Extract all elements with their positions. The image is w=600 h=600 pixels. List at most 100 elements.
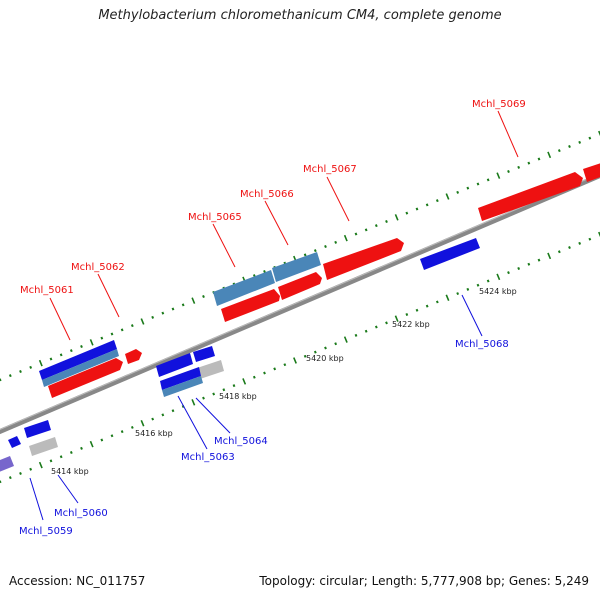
minor-tick: [385, 220, 388, 223]
minor-tick: [507, 170, 510, 173]
minor-tick: [80, 345, 83, 348]
minor-tick: [100, 336, 104, 340]
major-tick: [140, 419, 145, 427]
gene-label[interactable]: Mchl_5059: [19, 526, 73, 537]
minor-tick: [222, 388, 226, 392]
minor-tick: [466, 287, 470, 291]
minor-tick: [100, 438, 104, 442]
minor-tick: [151, 417, 155, 421]
tick-label: 5414 kbp: [51, 467, 89, 476]
accession-text: Accession: NC_011757: [9, 574, 146, 588]
gene-label[interactable]: Mchl_5063: [181, 452, 235, 463]
minor-tick: [110, 434, 114, 438]
gene-bar-reverse[interactable]: [193, 346, 215, 362]
gene-bar-forward[interactable]: [48, 358, 123, 398]
minor-tick: [364, 329, 368, 333]
minor-tick: [8, 374, 12, 378]
minor-tick: [537, 258, 541, 262]
minor-tick: [364, 228, 368, 232]
minor-tick: [120, 328, 124, 332]
minor-tick: [527, 161, 531, 165]
gene-bar-forward[interactable]: [278, 272, 322, 300]
gene-bar-reverse[interactable]: [156, 353, 193, 377]
major-tick: [242, 378, 247, 385]
major-tick: [293, 357, 297, 364]
gene-label[interactable]: Mchl_5066: [240, 189, 294, 200]
gene-bar-steel[interactable]: [162, 376, 203, 397]
major-tick: [445, 294, 450, 302]
gene-label[interactable]: Mchl_5068: [455, 339, 509, 350]
major-tick: [496, 273, 501, 281]
minor-tick: [212, 392, 216, 396]
minor-tick: [374, 325, 378, 329]
gene-label[interactable]: Mchl_5064: [214, 436, 268, 447]
major-tick: [89, 339, 94, 346]
minor-tick: [120, 430, 124, 434]
gene-bar-forward[interactable]: [478, 172, 583, 221]
gene-label[interactable]: Mchl_5062: [71, 262, 125, 273]
gene-label[interactable]: Mchl_5069: [472, 99, 526, 110]
gene-label[interactable]: Mchl_5060: [54, 508, 108, 519]
gene-bar-reverse[interactable]: [8, 436, 21, 448]
minor-tick: [527, 262, 531, 266]
minor-tick: [69, 451, 73, 455]
minor-tick: [313, 350, 317, 354]
minor-tick: [588, 136, 592, 140]
gene-bar-gray[interactable]: [197, 360, 224, 379]
minor-tick: [517, 165, 521, 169]
minor-tick: [435, 199, 439, 203]
tick-label: 5422 kbp: [392, 320, 430, 329]
major-tick: [38, 359, 43, 367]
major-tick: [547, 252, 552, 260]
minor-tick: [59, 353, 63, 357]
gene-bar-reverse[interactable]: [39, 340, 117, 380]
minor-tick: [283, 363, 287, 367]
minor-tick: [425, 304, 429, 308]
gene-bar-steel[interactable]: [42, 349, 119, 387]
minor-tick: [425, 203, 429, 207]
minor-tick: [130, 425, 134, 429]
gene-label[interactable]: Mchl_5067: [303, 164, 357, 175]
gene-label[interactable]: Mchl_5061: [20, 285, 74, 296]
minor-tick: [334, 240, 338, 244]
gene-label[interactable]: Mchl_5065: [188, 212, 242, 223]
map-title: Methylobacterium chloromethanicum CM4, c…: [98, 8, 502, 23]
gene-bar-reverse[interactable]: [24, 420, 51, 438]
minor-tick: [578, 140, 582, 144]
major-tick: [343, 234, 348, 242]
gene-bar-forward[interactable]: [323, 238, 404, 280]
minor-tick: [324, 245, 327, 248]
minor-tick: [0, 378, 2, 382]
gene-bar-reverse[interactable]: [160, 367, 201, 390]
major-tick: [343, 336, 348, 343]
minor-tick: [273, 367, 277, 371]
major-tick: [89, 440, 94, 448]
reverse-tick-track: [0, 231, 600, 484]
minor-tick: [466, 186, 470, 190]
minor-tick: [171, 409, 175, 413]
gene-bar-reverse[interactable]: [0, 456, 14, 472]
minor-tick: [80, 446, 83, 450]
gene-bar-reverse[interactable]: [420, 238, 480, 270]
gene-bar-forward[interactable]: [583, 160, 600, 182]
minor-tick: [405, 211, 409, 215]
minor-tick: [232, 384, 236, 388]
minor-tick: [415, 207, 419, 211]
minor-tick: [29, 365, 33, 369]
minor-tick: [568, 246, 571, 250]
gene-bar-gray[interactable]: [29, 437, 58, 456]
minor-tick: [29, 467, 33, 471]
gene-bar-forward[interactable]: [125, 349, 142, 364]
minor-tick: [557, 149, 561, 153]
gene-bar-steel[interactable]: [213, 270, 275, 306]
gene-bar-steel[interactable]: [272, 252, 321, 282]
minor-tick: [0, 480, 2, 484]
label-leaders: [29, 110, 519, 521]
minor-tick: [537, 157, 541, 161]
gene-bar-forward[interactable]: [221, 289, 280, 322]
minor-tick: [110, 332, 114, 336]
major-tick: [598, 130, 600, 137]
major-tick: [394, 214, 399, 221]
minor-tick: [517, 266, 521, 270]
